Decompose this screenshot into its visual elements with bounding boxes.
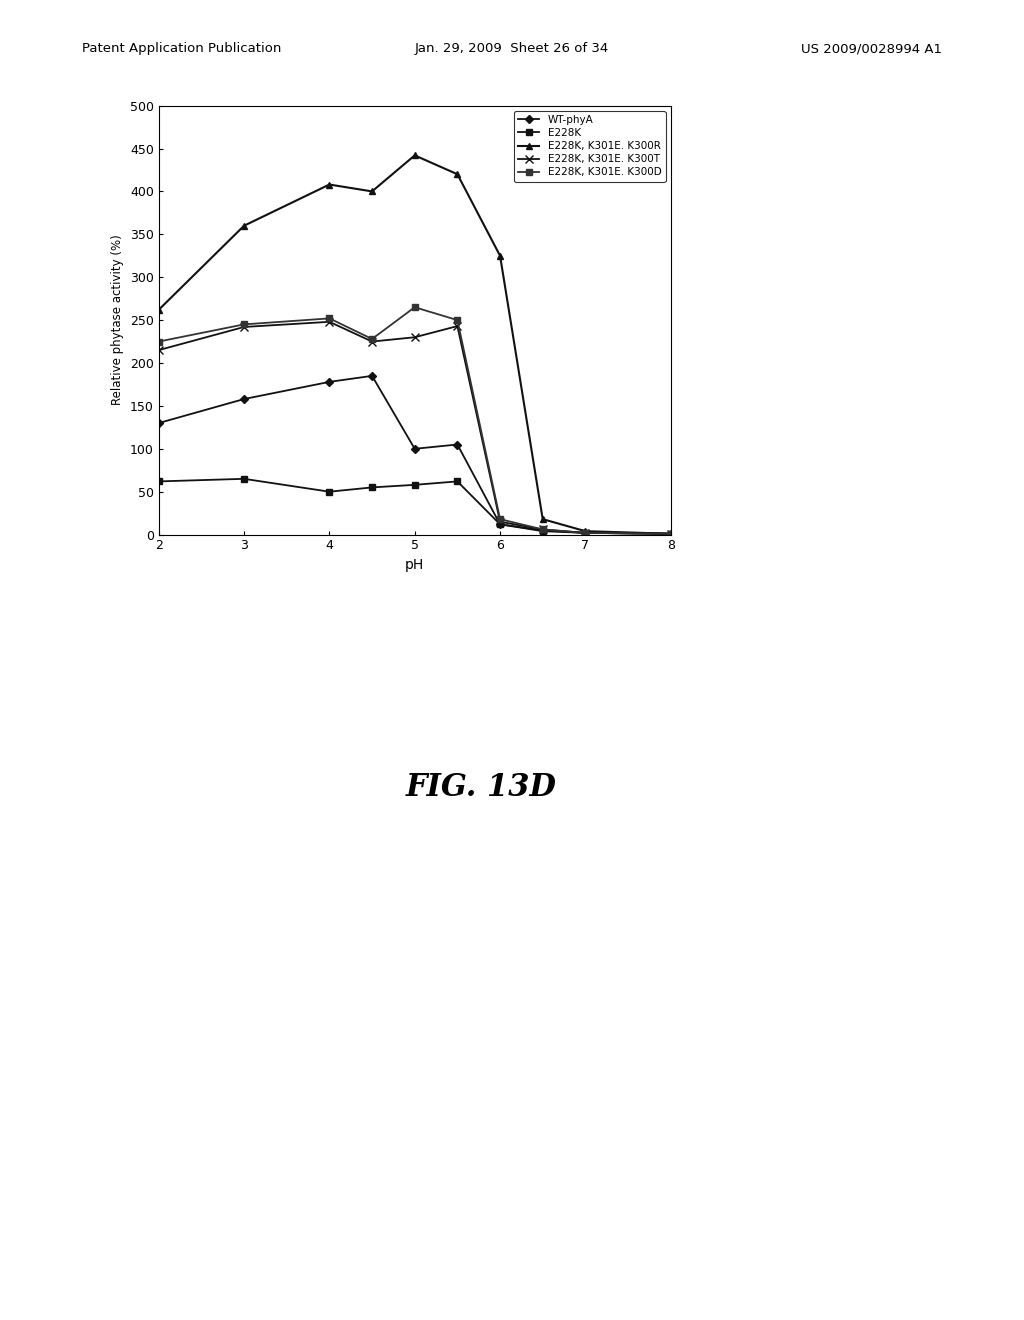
E228K bbox=[580, 525, 592, 541]
E228K, K301E. K300D bbox=[452, 313, 464, 329]
E228K, K301E. K300T bbox=[409, 330, 421, 346]
E228K, K301E. K300D bbox=[665, 525, 677, 541]
E228K, K301E. K300R bbox=[665, 525, 677, 541]
E228K, K301E. K300T bbox=[537, 521, 549, 537]
E228K, K301E. K300R bbox=[153, 302, 165, 318]
E228K, K301E. K300T bbox=[452, 318, 464, 334]
Legend: WT-phyA, E228K, E228K, K301E. K300R, E228K, K301E. K300T, E228K, K301E. K300D: WT-phyA, E228K, E228K, K301E. K300R, E22… bbox=[514, 111, 666, 182]
WT-phyA bbox=[494, 516, 506, 532]
E228K, K301E. K300T bbox=[324, 314, 336, 330]
E228K, K301E. K300T bbox=[494, 513, 506, 529]
E228K bbox=[665, 525, 677, 541]
Line: E228K, K301E. K300R: E228K, K301E. K300R bbox=[156, 152, 674, 537]
E228K, K301E. K300D bbox=[366, 331, 378, 347]
Line: WT-phyA: WT-phyA bbox=[156, 374, 674, 536]
E228K, K301E. K300R bbox=[494, 248, 506, 264]
WT-phyA bbox=[324, 374, 336, 389]
Text: US 2009/0028994 A1: US 2009/0028994 A1 bbox=[801, 42, 942, 55]
E228K bbox=[409, 477, 421, 492]
WT-phyA bbox=[452, 437, 464, 453]
E228K bbox=[452, 474, 464, 490]
E228K, K301E. K300D bbox=[494, 511, 506, 527]
E228K, K301E. K300R bbox=[409, 148, 421, 164]
E228K, K301E. K300D bbox=[324, 310, 336, 326]
WT-phyA bbox=[409, 441, 421, 457]
WT-phyA bbox=[537, 523, 549, 539]
E228K, K301E. K300T bbox=[153, 342, 165, 358]
E228K bbox=[153, 474, 165, 490]
E228K, K301E. K300R bbox=[580, 523, 592, 539]
E228K, K301E. K300R bbox=[366, 183, 378, 199]
E228K, K301E. K300D bbox=[580, 525, 592, 541]
X-axis label: pH: pH bbox=[406, 558, 424, 572]
E228K, K301E. K300R bbox=[537, 511, 549, 527]
Text: Jan. 29, 2009  Sheet 26 of 34: Jan. 29, 2009 Sheet 26 of 34 bbox=[415, 42, 609, 55]
E228K, K301E. K300R bbox=[238, 218, 250, 234]
E228K, K301E. K300R bbox=[452, 166, 464, 182]
E228K, K301E. K300D bbox=[238, 317, 250, 333]
E228K, K301E. K300T bbox=[665, 525, 677, 541]
E228K, K301E. K300D bbox=[409, 300, 421, 315]
E228K bbox=[494, 516, 506, 532]
WT-phyA bbox=[366, 368, 378, 384]
WT-phyA bbox=[665, 525, 677, 541]
Line: E228K, K301E. K300D: E228K, K301E. K300D bbox=[156, 305, 674, 536]
E228K, K301E. K300D bbox=[537, 521, 549, 537]
WT-phyA bbox=[238, 391, 250, 407]
E228K, K301E. K300T bbox=[580, 525, 592, 541]
E228K, K301E. K300D bbox=[153, 334, 165, 350]
Text: FIG. 13D: FIG. 13D bbox=[406, 772, 557, 803]
Y-axis label: Relative phytase activity (%): Relative phytase activity (%) bbox=[112, 235, 124, 405]
Text: Patent Application Publication: Patent Application Publication bbox=[82, 42, 282, 55]
E228K bbox=[324, 484, 336, 500]
E228K, K301E. K300R bbox=[324, 177, 336, 193]
WT-phyA bbox=[153, 414, 165, 430]
E228K, K301E. K300T bbox=[366, 334, 378, 350]
E228K bbox=[366, 479, 378, 495]
WT-phyA bbox=[580, 525, 592, 541]
E228K, K301E. K300T bbox=[238, 319, 250, 335]
Line: E228K, K301E. K300T: E228K, K301E. K300T bbox=[155, 318, 675, 539]
Line: E228K: E228K bbox=[156, 477, 674, 536]
E228K bbox=[238, 471, 250, 487]
E228K bbox=[537, 523, 549, 539]
